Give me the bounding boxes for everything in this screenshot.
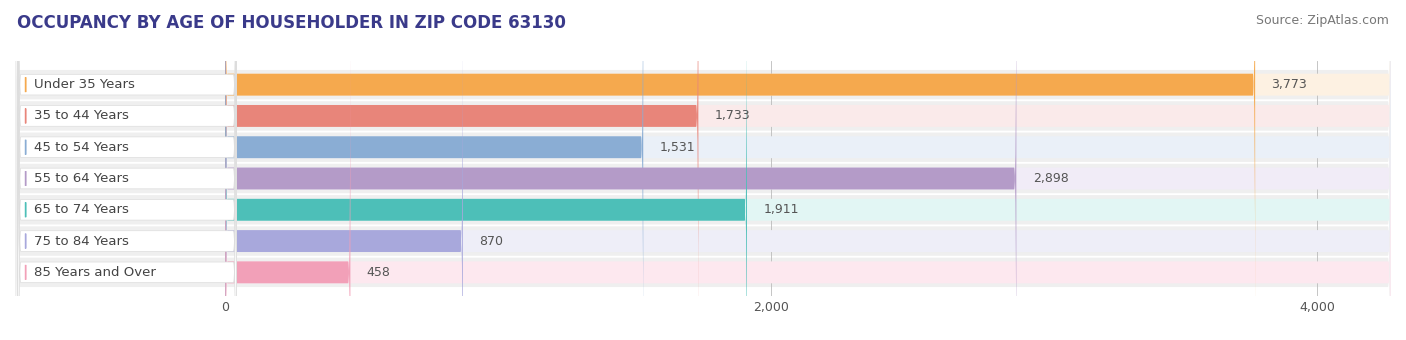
Text: 35 to 44 Years: 35 to 44 Years	[34, 109, 129, 122]
FancyBboxPatch shape	[225, 2, 463, 340]
FancyBboxPatch shape	[225, 0, 1391, 340]
FancyBboxPatch shape	[225, 0, 643, 340]
FancyBboxPatch shape	[15, 0, 1391, 340]
Text: 75 to 84 Years: 75 to 84 Years	[34, 235, 129, 248]
FancyBboxPatch shape	[225, 0, 1391, 340]
Text: Under 35 Years: Under 35 Years	[34, 78, 135, 91]
Text: 1,531: 1,531	[659, 141, 695, 154]
Text: 55 to 64 Years: 55 to 64 Years	[34, 172, 129, 185]
FancyBboxPatch shape	[15, 0, 1391, 340]
Text: 458: 458	[367, 266, 391, 279]
Text: 870: 870	[479, 235, 503, 248]
FancyBboxPatch shape	[15, 0, 1391, 340]
FancyBboxPatch shape	[225, 33, 1391, 340]
Text: 3,773: 3,773	[1271, 78, 1308, 91]
Text: OCCUPANCY BY AGE OF HOUSEHOLDER IN ZIP CODE 63130: OCCUPANCY BY AGE OF HOUSEHOLDER IN ZIP C…	[17, 14, 565, 32]
FancyBboxPatch shape	[15, 0, 1391, 340]
FancyBboxPatch shape	[225, 0, 1391, 324]
Text: 45 to 54 Years: 45 to 54 Years	[34, 141, 129, 154]
Text: 1,733: 1,733	[714, 109, 751, 122]
FancyBboxPatch shape	[225, 33, 350, 340]
FancyBboxPatch shape	[225, 0, 1391, 340]
FancyBboxPatch shape	[15, 0, 1391, 340]
FancyBboxPatch shape	[18, 0, 236, 340]
FancyBboxPatch shape	[15, 0, 1391, 340]
FancyBboxPatch shape	[18, 0, 236, 340]
FancyBboxPatch shape	[225, 0, 1256, 324]
Text: 65 to 74 Years: 65 to 74 Years	[34, 203, 129, 216]
FancyBboxPatch shape	[225, 0, 747, 340]
FancyBboxPatch shape	[225, 2, 1391, 340]
FancyBboxPatch shape	[18, 0, 236, 340]
FancyBboxPatch shape	[225, 0, 699, 340]
FancyBboxPatch shape	[15, 0, 1391, 340]
FancyBboxPatch shape	[225, 0, 1017, 340]
Text: 85 Years and Over: 85 Years and Over	[34, 266, 156, 279]
FancyBboxPatch shape	[225, 0, 1391, 340]
Text: 1,911: 1,911	[763, 203, 799, 216]
Text: 2,898: 2,898	[1032, 172, 1069, 185]
FancyBboxPatch shape	[18, 0, 236, 340]
FancyBboxPatch shape	[18, 0, 236, 340]
FancyBboxPatch shape	[18, 0, 236, 340]
FancyBboxPatch shape	[18, 0, 236, 340]
Text: Source: ZipAtlas.com: Source: ZipAtlas.com	[1256, 14, 1389, 27]
